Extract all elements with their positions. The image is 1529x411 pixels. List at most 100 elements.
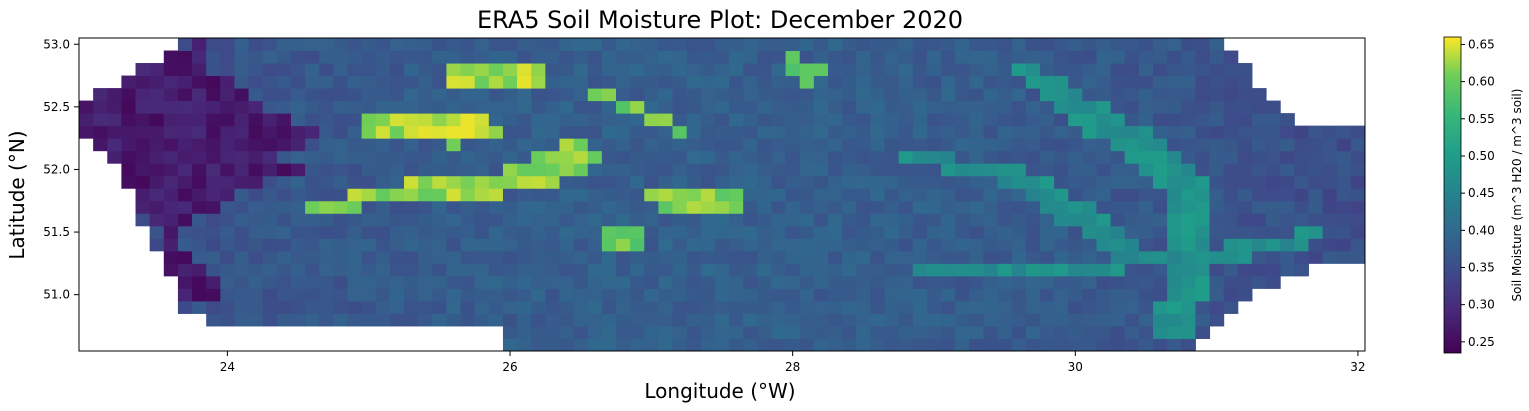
heatmap-cell bbox=[1025, 50, 1041, 64]
heatmap-cell bbox=[276, 38, 292, 52]
heatmap-cell bbox=[969, 275, 984, 289]
heatmap-cell bbox=[884, 138, 900, 152]
heatmap-cell bbox=[813, 38, 829, 52]
heatmap-cell bbox=[587, 313, 603, 327]
heatmap-cell bbox=[997, 175, 1013, 189]
heatmap-cell bbox=[1025, 300, 1041, 314]
heatmap-cell bbox=[644, 250, 659, 264]
heatmap-cell bbox=[898, 325, 914, 339]
heatmap-cell bbox=[206, 163, 221, 177]
heatmap-cell bbox=[743, 300, 758, 314]
heatmap-cell bbox=[432, 63, 447, 77]
heatmap-cell bbox=[474, 263, 490, 277]
heatmap-cell bbox=[1153, 100, 1168, 114]
heatmap-cell bbox=[220, 263, 235, 277]
heatmap-cell bbox=[1011, 75, 1027, 89]
heatmap-cell bbox=[700, 225, 716, 239]
heatmap-cell bbox=[870, 288, 886, 302]
heatmap-cell bbox=[248, 263, 264, 277]
heatmap-cell bbox=[1237, 163, 1253, 177]
heatmap-cell bbox=[771, 63, 787, 77]
heatmap-cell bbox=[163, 100, 179, 114]
heatmap-cell bbox=[290, 150, 306, 164]
heatmap-cell bbox=[1294, 213, 1309, 227]
heatmap-cell bbox=[785, 225, 801, 239]
heatmap-cell bbox=[432, 100, 447, 114]
heatmap-cell bbox=[601, 250, 617, 264]
heatmap-cell bbox=[729, 288, 744, 302]
heatmap-cell bbox=[319, 275, 334, 289]
heatmap-cell bbox=[1082, 325, 1097, 339]
heatmap-cell bbox=[856, 263, 871, 277]
heatmap-cell bbox=[276, 188, 292, 202]
heatmap-cell bbox=[644, 275, 659, 289]
heatmap-cell bbox=[559, 88, 575, 102]
heatmap-cell bbox=[1082, 200, 1097, 214]
heatmap-cell bbox=[870, 225, 886, 239]
heatmap-cell bbox=[220, 250, 235, 264]
heatmap-cell bbox=[502, 150, 518, 164]
heatmap-cell bbox=[361, 63, 377, 77]
heatmap-cell bbox=[206, 75, 221, 89]
heatmap-cell bbox=[474, 313, 490, 327]
heatmap-cell bbox=[700, 163, 716, 177]
heatmap-cell bbox=[262, 300, 278, 314]
heatmap-cell bbox=[601, 113, 617, 127]
heatmap-cell bbox=[460, 38, 476, 52]
heatmap-cell bbox=[446, 300, 462, 314]
heatmap-cell bbox=[559, 338, 575, 352]
heatmap-cell bbox=[305, 288, 320, 302]
heatmap-cell bbox=[192, 163, 207, 177]
heatmap-cell bbox=[898, 300, 914, 314]
heatmap-cell bbox=[587, 150, 603, 164]
heatmap-cell bbox=[1350, 225, 1366, 239]
heatmap-cell bbox=[347, 50, 363, 64]
heatmap-cell bbox=[601, 225, 617, 239]
heatmap-cell bbox=[502, 275, 518, 289]
heatmap-cell bbox=[1068, 263, 1083, 277]
heatmap-cell bbox=[1054, 38, 1069, 52]
heatmap-cell bbox=[1167, 263, 1182, 277]
heatmap-cell bbox=[757, 225, 772, 239]
heatmap-cell bbox=[432, 38, 447, 52]
heatmap-cell bbox=[333, 88, 348, 102]
heatmap-cell bbox=[983, 38, 999, 52]
heatmap-cell bbox=[870, 100, 886, 114]
heatmap-cell bbox=[1096, 163, 1112, 177]
heatmap-cell bbox=[404, 125, 419, 139]
heatmap-cell bbox=[1280, 188, 1295, 202]
heatmap-cell bbox=[1039, 50, 1055, 64]
heatmap-cell bbox=[884, 150, 900, 164]
heatmap-cell bbox=[983, 163, 999, 177]
heatmap-cell bbox=[941, 138, 956, 152]
heatmap-cell bbox=[672, 225, 688, 239]
heatmap-cell bbox=[1209, 88, 1225, 102]
heatmap-cell bbox=[955, 163, 970, 177]
heatmap-cell bbox=[1011, 100, 1027, 114]
heatmap-cell bbox=[1251, 150, 1267, 164]
heatmap-cell bbox=[276, 200, 292, 214]
heatmap-cell bbox=[361, 38, 377, 52]
heatmap-cell bbox=[587, 263, 603, 277]
heatmap-cell bbox=[474, 75, 490, 89]
heatmap-cell bbox=[757, 150, 772, 164]
heatmap-cell bbox=[587, 38, 603, 52]
heatmap-cell bbox=[488, 313, 504, 327]
heatmap-cell bbox=[290, 263, 306, 277]
heatmap-cell bbox=[1138, 88, 1154, 102]
heatmap-cell bbox=[149, 75, 165, 89]
heatmap-cell bbox=[177, 150, 193, 164]
heatmap-cell bbox=[446, 100, 462, 114]
heatmap-cell bbox=[630, 50, 645, 64]
heatmap-cell bbox=[248, 88, 264, 102]
heatmap-cell bbox=[1039, 238, 1055, 252]
heatmap-cell bbox=[488, 188, 504, 202]
heatmap-cell bbox=[192, 250, 207, 264]
heatmap-cell bbox=[757, 175, 772, 189]
heatmap-cell bbox=[926, 250, 942, 264]
heatmap-cell bbox=[1138, 275, 1154, 289]
heatmap-cell bbox=[361, 275, 377, 289]
heatmap-cell bbox=[644, 175, 659, 189]
heatmap-cell bbox=[404, 263, 419, 277]
heatmap-cell bbox=[559, 200, 575, 214]
